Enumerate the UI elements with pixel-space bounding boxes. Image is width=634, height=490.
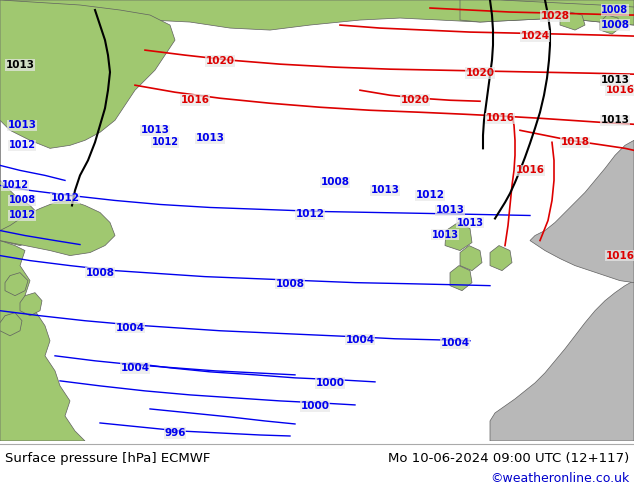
Text: 1020: 1020 <box>465 68 495 78</box>
Text: 1016: 1016 <box>605 250 634 261</box>
Text: Surface pressure [hPa] ECMWF: Surface pressure [hPa] ECMWF <box>5 451 210 465</box>
Text: 1013: 1013 <box>600 75 630 85</box>
Text: 1012: 1012 <box>295 210 325 220</box>
Polygon shape <box>0 0 85 441</box>
Polygon shape <box>490 245 512 270</box>
Polygon shape <box>5 272 28 295</box>
Text: 1012: 1012 <box>415 191 444 200</box>
Polygon shape <box>0 0 634 30</box>
Text: 1016: 1016 <box>515 166 545 175</box>
Text: 1016: 1016 <box>181 95 209 105</box>
Text: ©weatheronline.co.uk: ©weatheronline.co.uk <box>489 471 629 485</box>
Text: 1018: 1018 <box>560 137 590 147</box>
Polygon shape <box>530 140 634 283</box>
Text: 1004: 1004 <box>115 323 145 333</box>
Polygon shape <box>560 12 585 30</box>
Text: 1024: 1024 <box>521 31 550 41</box>
Text: 1008: 1008 <box>8 196 36 205</box>
Text: 1000: 1000 <box>316 378 344 388</box>
Text: 1013: 1013 <box>195 133 224 143</box>
Polygon shape <box>0 0 175 148</box>
Polygon shape <box>20 293 42 316</box>
Text: 1028: 1028 <box>541 11 569 21</box>
Text: Mo 10-06-2024 09:00 UTC (12+117): Mo 10-06-2024 09:00 UTC (12+117) <box>388 451 629 465</box>
Text: 1008: 1008 <box>276 279 304 289</box>
Text: 1012: 1012 <box>8 140 36 150</box>
Text: 1013: 1013 <box>432 229 458 240</box>
Text: 1004: 1004 <box>346 335 375 345</box>
Text: 1012: 1012 <box>1 180 29 191</box>
Polygon shape <box>450 266 472 291</box>
Text: 1000: 1000 <box>301 401 330 411</box>
Text: 1013: 1013 <box>600 115 630 125</box>
Text: 1012: 1012 <box>8 211 36 220</box>
Polygon shape <box>0 200 115 256</box>
Text: 1020: 1020 <box>401 95 429 105</box>
Text: 1008: 1008 <box>86 268 115 278</box>
Text: 1013: 1013 <box>141 125 169 135</box>
Polygon shape <box>0 180 45 245</box>
Text: 1004: 1004 <box>120 363 150 373</box>
Text: 1016: 1016 <box>605 85 634 95</box>
Polygon shape <box>0 313 22 336</box>
Polygon shape <box>600 15 620 34</box>
Text: 1012: 1012 <box>152 137 179 147</box>
Text: 1013: 1013 <box>436 205 465 216</box>
Polygon shape <box>460 245 482 270</box>
Text: 1008: 1008 <box>321 177 349 187</box>
Text: 1008: 1008 <box>600 20 630 30</box>
Text: 1012: 1012 <box>51 194 79 203</box>
Text: 1013: 1013 <box>8 120 37 130</box>
Text: 1013: 1013 <box>370 185 399 196</box>
Text: 1013: 1013 <box>6 60 34 70</box>
Polygon shape <box>445 222 472 250</box>
Text: 1016: 1016 <box>486 113 515 123</box>
Text: 1008: 1008 <box>602 5 628 15</box>
Polygon shape <box>460 0 634 25</box>
Text: 1004: 1004 <box>441 338 470 348</box>
Polygon shape <box>490 281 634 441</box>
Text: 1020: 1020 <box>205 56 235 66</box>
Text: 996: 996 <box>164 428 186 438</box>
Text: 1013: 1013 <box>456 218 484 227</box>
